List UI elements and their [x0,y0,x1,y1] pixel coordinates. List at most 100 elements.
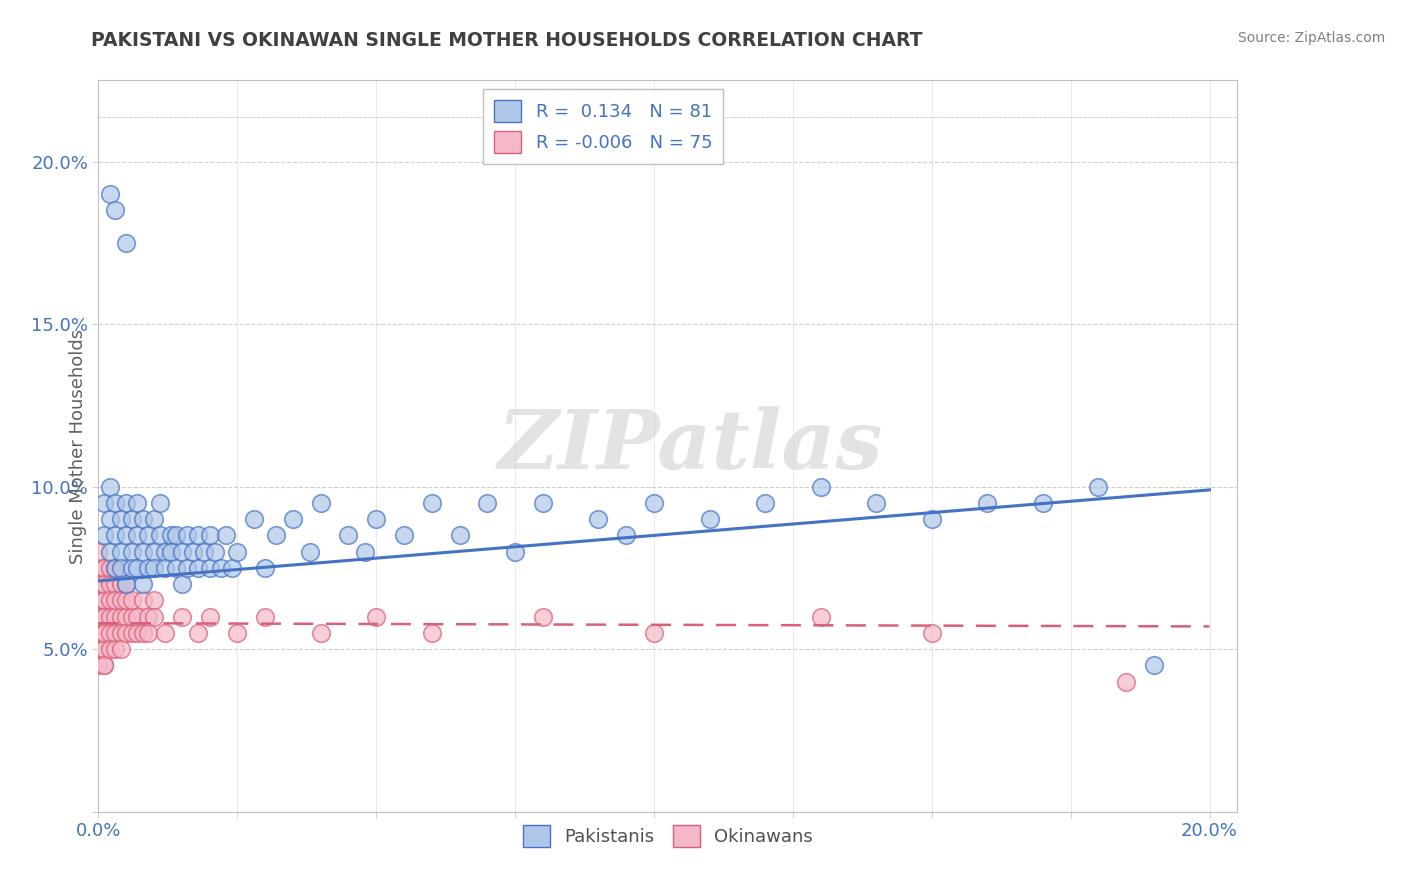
Point [87,561,110,575]
Point [1032,496,1054,510]
Point [254,609,277,624]
Point [127,528,149,542]
Point [198,528,221,542]
Point [159,528,181,542]
Point [98,593,121,607]
Point [93,609,115,624]
Point [115,235,138,250]
Point [298,544,321,558]
Point [477,496,499,510]
Point [170,577,193,591]
Point [87,593,110,607]
Point [127,609,149,624]
Point [93,577,115,591]
Point [121,561,143,575]
Point [243,512,266,526]
Point [115,593,138,607]
Point [110,561,132,575]
Point [115,496,138,510]
Point [93,626,115,640]
Point [104,609,127,624]
Point [614,528,637,542]
Point [187,561,209,575]
Point [215,528,238,542]
Text: PAKISTANI VS OKINAWAN SINGLE MOTHER HOUSEHOLDS CORRELATION CHART: PAKISTANI VS OKINAWAN SINGLE MOTHER HOUS… [91,31,922,50]
Point [121,512,143,526]
Point [159,544,181,558]
Point [121,626,143,640]
Point [204,544,226,558]
Point [193,544,215,558]
Point [87,609,110,624]
Point [309,496,332,510]
Point [110,609,132,624]
Point [110,626,132,640]
Point [93,642,115,657]
Point [176,561,198,575]
Point [98,512,121,526]
Point [699,512,721,526]
Point [121,593,143,607]
Point [198,609,221,624]
Point [643,496,665,510]
Point [98,626,121,640]
Point [93,658,115,673]
Point [110,512,132,526]
Point [921,626,943,640]
Point [132,577,155,591]
Point [449,528,471,542]
Point [110,593,132,607]
Point [98,561,121,575]
Y-axis label: Single Mother Households: Single Mother Households [69,328,87,564]
Point [104,561,127,575]
Point [115,577,138,591]
Point [138,528,160,542]
Point [170,609,193,624]
Point [148,496,170,510]
Point [143,512,166,526]
Point [153,561,176,575]
Point [93,561,115,575]
Point [93,626,115,640]
Point [104,642,127,657]
Point [93,593,115,607]
Point [138,561,160,575]
Point [132,626,155,640]
Point [143,609,166,624]
Point [104,593,127,607]
Point [921,512,943,526]
Point [87,658,110,673]
Point [1143,658,1166,673]
Point [198,561,221,575]
Point [132,544,155,558]
Point [392,528,415,542]
Point [153,626,176,640]
Point [127,496,149,510]
Point [104,203,127,218]
Text: Source: ZipAtlas.com: Source: ZipAtlas.com [1237,31,1385,45]
Point [87,642,110,657]
Point [354,544,377,558]
Point [588,512,610,526]
Point [165,528,187,542]
Point [181,544,204,558]
Point [127,561,149,575]
Point [93,496,115,510]
Point [810,609,832,624]
Point [170,544,193,558]
Point [366,512,388,526]
Point [132,593,155,607]
Point [93,626,115,640]
Point [187,626,209,640]
Point [93,609,115,624]
Point [976,496,998,510]
Point [121,544,143,558]
Point [503,544,526,558]
Point [104,496,127,510]
Point [87,626,110,640]
Point [226,544,249,558]
Point [93,577,115,591]
Point [93,561,115,575]
Point [420,626,443,640]
Point [281,512,304,526]
